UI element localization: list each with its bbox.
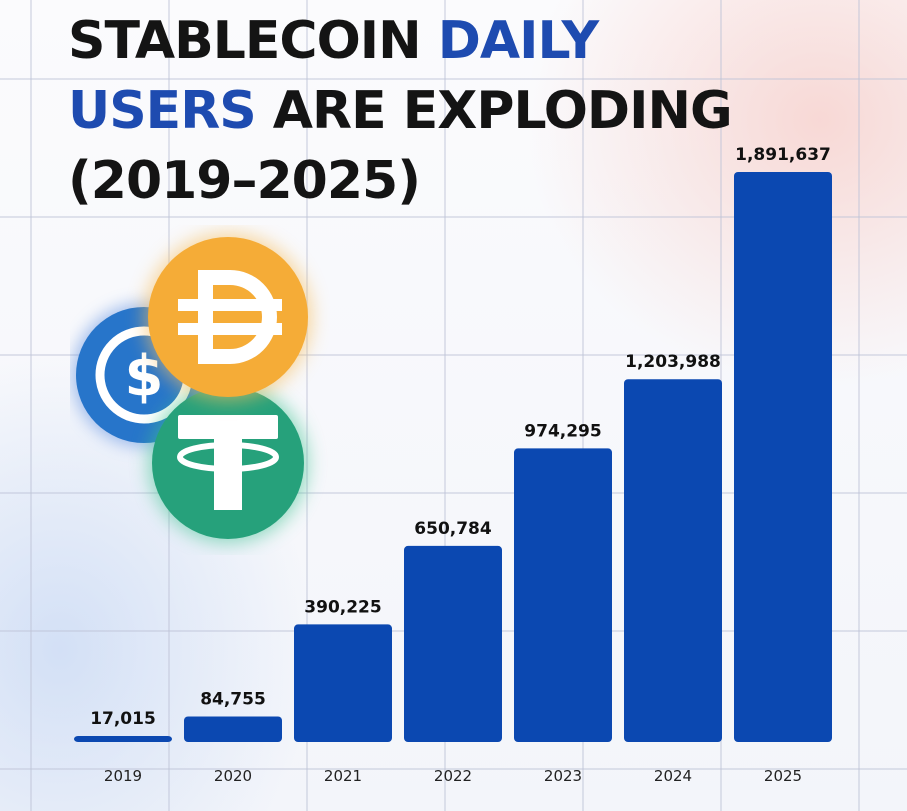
bar-value-label-2023: 974,295 xyxy=(524,421,601,441)
bar-2021 xyxy=(294,624,392,742)
bar-value-label-2021: 390,225 xyxy=(304,597,381,617)
title-part-3: USERS xyxy=(68,81,257,141)
x-tick-label-2021: 2021 xyxy=(324,767,362,785)
x-tick-label-2019: 2019 xyxy=(104,767,142,785)
usdt-coin-icon xyxy=(148,383,308,543)
bar-2022 xyxy=(404,545,502,742)
bar-2024 xyxy=(624,379,722,742)
dai-coin-icon xyxy=(144,233,312,401)
bar-value-label-2019: 17,015 xyxy=(90,709,156,729)
x-tick-label-2020: 2020 xyxy=(214,767,252,785)
bar-2019 xyxy=(74,736,172,742)
bar-value-label-2022: 650,784 xyxy=(414,519,492,539)
bar-value-label-2025: 1,891,637 xyxy=(735,145,831,165)
title-part-1: STABLECOIN xyxy=(68,11,438,71)
x-tick-label-2022: 2022 xyxy=(434,767,472,785)
title-part-4: ARE EXPLODING xyxy=(255,81,733,141)
x-tick-label-2023: 2023 xyxy=(544,767,582,785)
bar-2020 xyxy=(184,716,282,742)
chart-title: STABLECOIN DAILY USERS ARE EXPLODING (2019… xyxy=(68,6,733,216)
x-tick-label-2025: 2025 xyxy=(764,767,802,785)
bar-2025 xyxy=(734,172,832,742)
title-part-5: (2019–2025) xyxy=(68,151,421,211)
bar-2023 xyxy=(514,448,612,742)
bar-value-label-2020: 84,755 xyxy=(200,689,266,709)
title-part-2: DAILY xyxy=(437,11,599,71)
bar-value-label-2024: 1,203,988 xyxy=(625,352,721,372)
stablecoin-icons: $ xyxy=(72,233,312,543)
x-tick-label-2024: 2024 xyxy=(654,767,692,785)
